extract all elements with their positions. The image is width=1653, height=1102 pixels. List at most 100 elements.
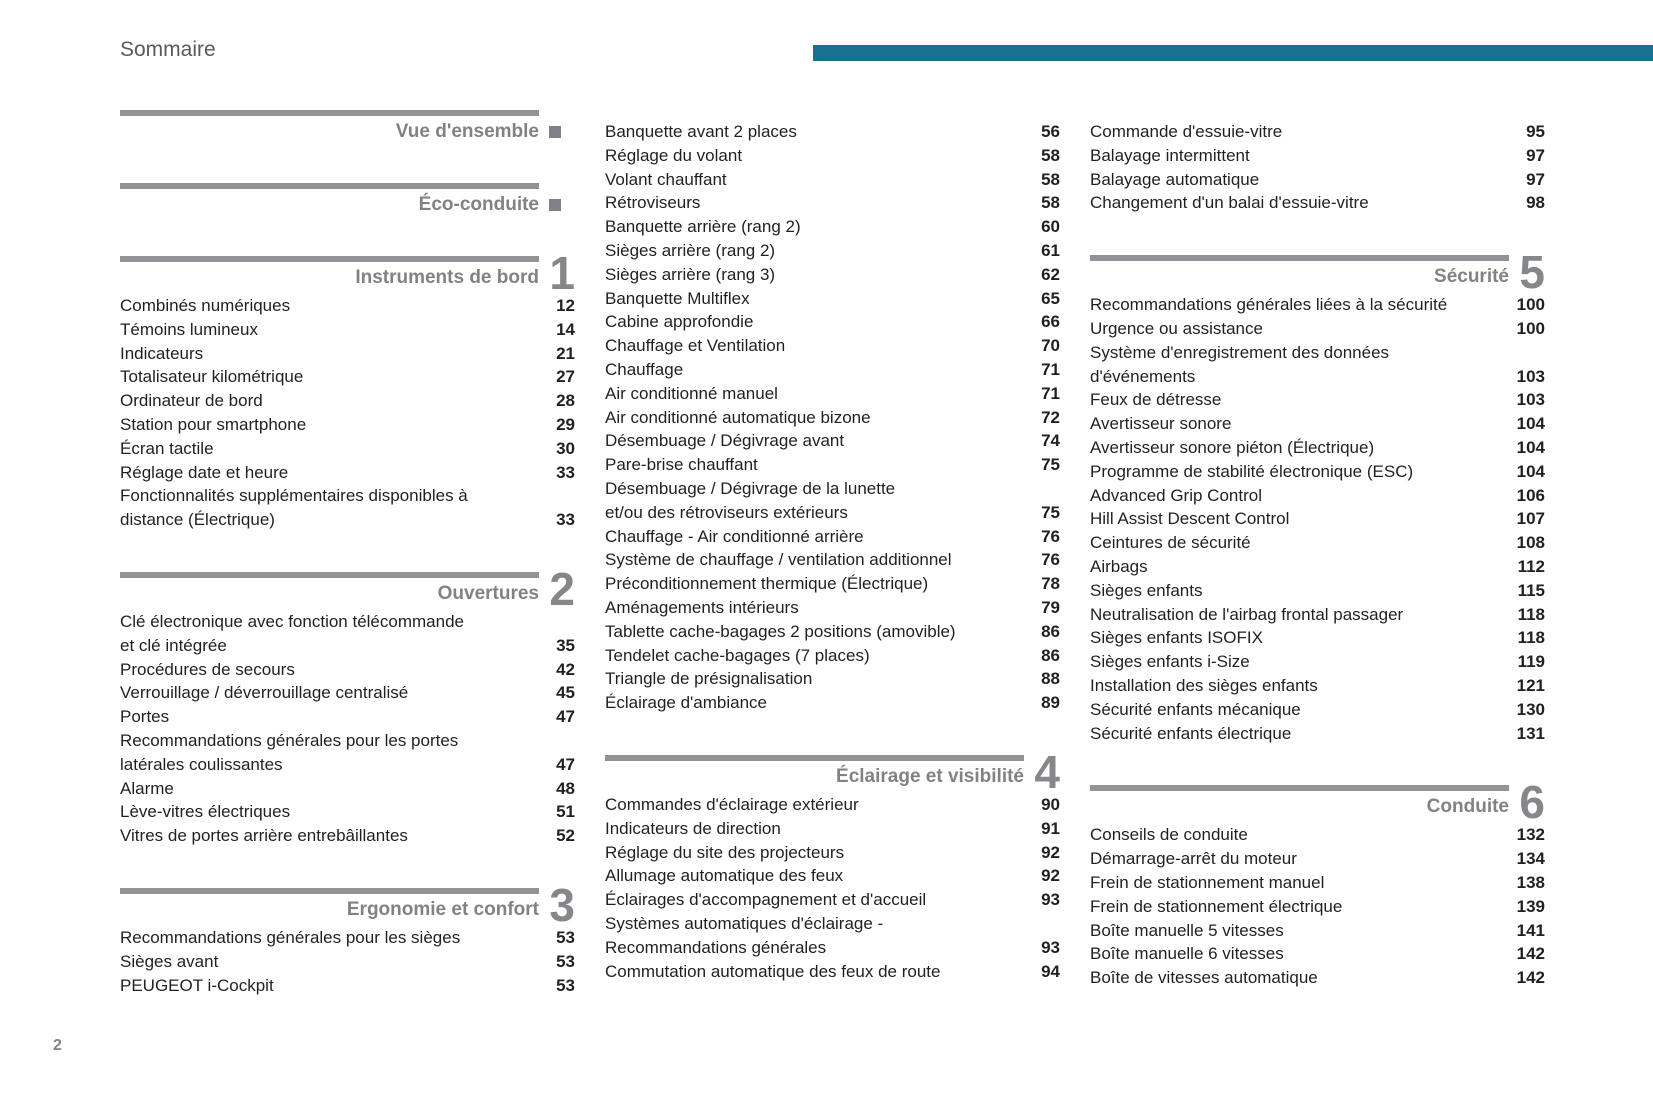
toc-entry-label: Frein de stationnement manuel: [1090, 872, 1325, 892]
toc-entry: Installation des sièges enfants 121: [1090, 674, 1545, 698]
toc-entry-page: 86: [1041, 621, 1060, 641]
toc-entry-page: 53: [556, 927, 575, 947]
section-title: Instruments de bord: [355, 267, 539, 288]
toc-entry: Chauffage et Ventilation 70: [605, 334, 1060, 358]
toc-entry-page: 104: [1516, 461, 1545, 481]
toc-entry-label: Sécurité enfants mécanique: [1090, 699, 1301, 719]
toc-entry-label: Urgence ou assistance: [1090, 318, 1263, 338]
toc-entry-label: Changement d'un balai d'essuie-vitre: [1090, 193, 1369, 213]
toc-entry-page: 12: [556, 296, 575, 315]
toc-entry-page: 58: [1041, 145, 1060, 165]
section-rule: [120, 110, 539, 116]
toc-entry: Chauffage - Air conditionné arrière 76: [605, 525, 1060, 549]
toc-entry-page: 103: [1516, 390, 1545, 410]
toc-entry-label: Sièges avant: [120, 951, 219, 971]
toc-entry-label: Commandes d'éclairage extérieur: [605, 794, 859, 814]
toc-entry: Portes 47: [120, 705, 575, 729]
toc-entry: Cabine approfondie 66: [605, 310, 1060, 334]
toc-entry-page: 53: [556, 975, 575, 995]
toc-entry: Boîte manuelle 5 vitesses 141: [1090, 919, 1545, 943]
section-header: Éclairage et visibilité 4: [605, 749, 1060, 795]
toc-entry-page: 60: [1041, 217, 1060, 237]
toc-entry-page: 139: [1516, 896, 1545, 916]
toc-entry: Neutralisation de l'airbag frontal passa…: [1090, 603, 1545, 627]
toc-entry-page: 74: [1041, 431, 1060, 451]
toc-entry: Système de chauffage / ventilation addit…: [605, 548, 1060, 572]
toc-entry-label: Frein de stationnement électrique: [1090, 896, 1343, 916]
section-header: Sécurité 5: [1090, 249, 1545, 295]
toc-entry-label: Système d'enregistrement des données d'év…: [1090, 342, 1390, 386]
toc-entry: Recommandations générales liées à la séc…: [1090, 293, 1545, 317]
toc-entry-page: 29: [556, 414, 575, 434]
toc-entry-label: Écran tactile: [120, 438, 214, 458]
toc-column: Banquette avant 2 places 56 Réglage du vol…: [605, 110, 1060, 997]
toc-entry-label: Indicateurs: [120, 343, 204, 363]
toc-entry: PEUGEOT i-Cockpit 53: [120, 974, 575, 998]
toc-entry-page: 92: [1041, 866, 1060, 886]
section-rule: [1090, 255, 1509, 262]
toc-entry-label: Neutralisation de l'airbag frontal passa…: [1090, 604, 1404, 624]
toc-entry: Boîte manuelle 6 vitesses 142: [1090, 942, 1545, 966]
toc-entry: Désembuage / Dégivrage de la lunette et/o…: [605, 477, 1060, 525]
toc-entry-label: Aménagements intérieurs: [605, 597, 799, 617]
toc-entry-label: Sécurité enfants électrique: [1090, 723, 1292, 743]
section-header: Ergonomie et confort 3: [120, 882, 575, 928]
toc-entry-page: 33: [556, 462, 575, 482]
toc-entry-page: 132: [1516, 825, 1545, 845]
toc-entry-page: 121: [1516, 675, 1545, 695]
toc-entry-label: Réglage du site des projecteurs: [605, 842, 845, 862]
toc-entry-label: Allumage automatique des feux: [605, 866, 844, 886]
toc-entry: Préconditionnement thermique (Électrique…: [605, 572, 1060, 596]
toc-entry: Boîte de vitesses automatique 142: [1090, 966, 1545, 990]
toc-entry: Lève-vitres électriques 51: [120, 800, 575, 824]
toc-entry-page: 100: [1516, 295, 1545, 315]
toc-entry-label: Sièges enfants: [1090, 580, 1203, 600]
toc-entry: Sièges avant 53: [120, 950, 575, 974]
toc-entry: Recommandations générales pour les porte…: [120, 729, 575, 777]
toc-entry-label: Vitres de portes arrière entrebâillantes: [120, 826, 408, 846]
toc-entry-page: 33: [556, 510, 575, 530]
toc-entry-label: Sièges enfants ISOFIX: [1090, 628, 1263, 648]
toc-entry-page: 48: [556, 778, 575, 798]
toc-entry-label: Banquette arrière (rang 2): [605, 217, 801, 237]
toc-entry-label: Commande d'essuie-vitre: [1090, 122, 1283, 141]
section-rule: [120, 571, 539, 578]
toc-entry-page: 35: [556, 635, 575, 655]
toc-entry-page: 52: [556, 826, 575, 846]
toc-column: Commande d'essuie-vitre 95 Balayage interm…: [1090, 110, 1545, 997]
toc-entry-page: 92: [1041, 842, 1060, 862]
toc-entry: Rétroviseurs 58: [605, 191, 1060, 215]
toc-entry: Changement d'un balai d'essuie-vitre 98: [1090, 191, 1545, 215]
toc-entry-page: 71: [1041, 383, 1060, 403]
toc-entry: Air conditionné automatique bizone 72: [605, 406, 1060, 430]
toc-entry-page: 58: [1041, 169, 1060, 189]
toc-entry: Vitres de portes arrière entrebâillantes…: [120, 824, 575, 848]
section-square-icon: [549, 126, 561, 138]
toc-entry-label: Désembuage / Dégivrage de la lunette et/o…: [605, 478, 896, 522]
toc-entry: Commutation automatique des feux de rout…: [605, 960, 1060, 984]
toc-entry-page: 130: [1516, 699, 1545, 719]
toc-entry: Sièges enfants 115: [1090, 579, 1545, 603]
section-rule: [120, 183, 539, 189]
toc-entry-page: 119: [1517, 652, 1545, 672]
toc-entry-label: Avertisseur sonore: [1090, 414, 1232, 434]
toc-entry-label: Conseils de conduite: [1090, 825, 1248, 845]
toc-entry-label: Hill Assist Descent Control: [1090, 509, 1290, 529]
toc-entry-label: Volant chauffant: [605, 169, 727, 189]
toc-entry-page: 108: [1516, 533, 1545, 553]
toc-entry: Désembuage / Dégivrage avant 74: [605, 429, 1060, 453]
toc-entry-page: 100: [1516, 318, 1545, 338]
toc-entry: Allumage automatique des feux 92: [605, 864, 1060, 888]
toc-entry-label: Cabine approfondie: [605, 312, 754, 332]
toc-entry-page: 89: [1041, 693, 1060, 713]
toc-entry: Banquette arrière (rang 2) 60: [605, 215, 1060, 239]
toc-entry-label: Éclairage d'ambiance: [605, 693, 768, 713]
section-number-badge: 2: [549, 562, 575, 615]
section-rule: [1090, 785, 1509, 792]
toc-entry: Fonctionnalités supplémentaires disponib…: [120, 484, 575, 532]
toc-entry: Réglage du volant 58: [605, 144, 1060, 168]
toc-entry-label: Éclairages d'accompagnement et d'accueil: [605, 890, 927, 910]
toc-entry-label: Sièges enfants i-Size: [1090, 652, 1250, 672]
toc-entry-page: 14: [556, 319, 575, 339]
toc-entry: Programme de stabilité électronique (ESC…: [1090, 460, 1545, 484]
